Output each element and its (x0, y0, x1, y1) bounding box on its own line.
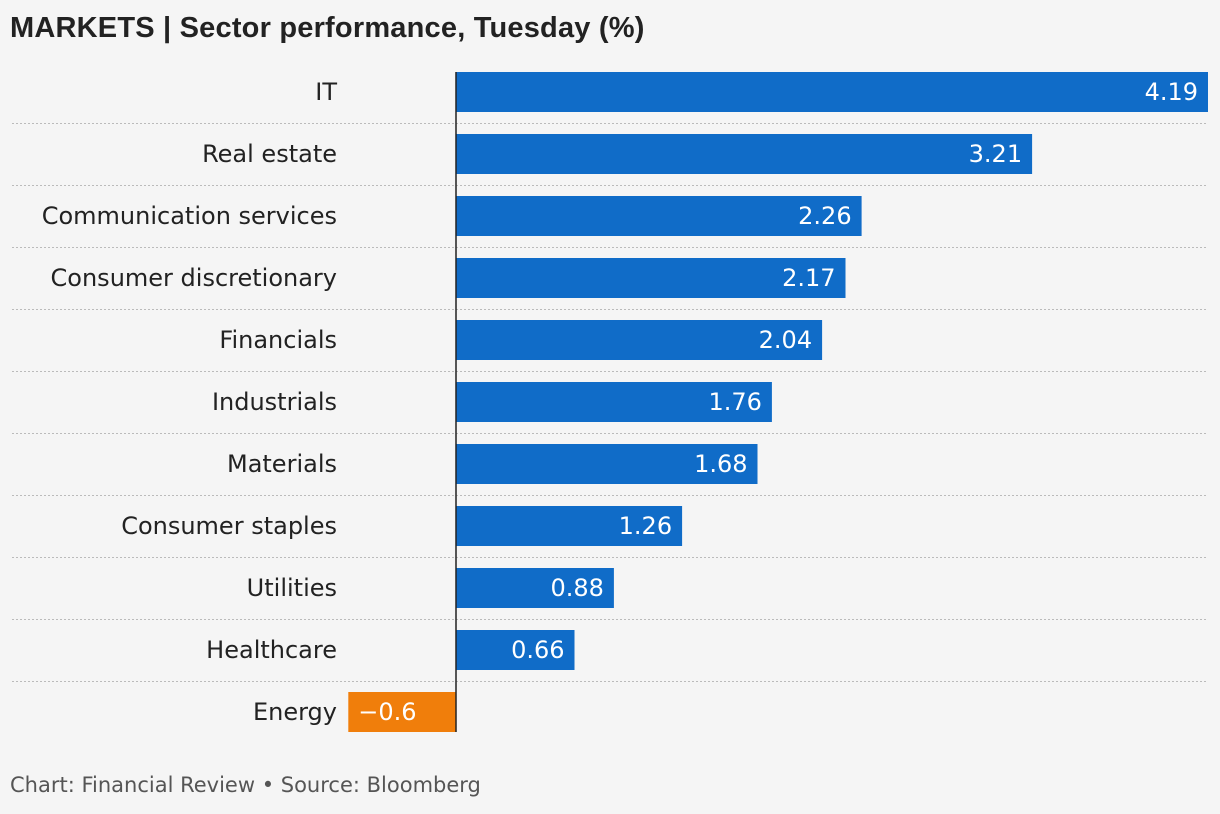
value-label: 2.26 (798, 202, 851, 230)
bar-utilities (456, 568, 614, 608)
bar-financials (456, 320, 823, 360)
chart-title: MARKETS | Sector performance, Tuesday (%… (10, 12, 645, 44)
value-label: −0.6 (358, 698, 416, 726)
value-label: 0.66 (511, 636, 564, 664)
bar-communication-services (456, 196, 862, 236)
category-label: Energy (253, 698, 337, 726)
category-label: Financials (219, 326, 337, 354)
category-label: Communication services (42, 202, 337, 230)
bar-industrials (456, 382, 772, 422)
value-label: 2.04 (759, 326, 812, 354)
value-label: 1.68 (694, 450, 747, 478)
bar-healthcare (456, 630, 575, 670)
bar-materials (456, 444, 758, 484)
bar-consumer-discretionary (456, 258, 846, 298)
bar-it (456, 72, 1208, 112)
value-label: 1.76 (708, 388, 761, 416)
value-label: 4.19 (1145, 78, 1198, 106)
category-label: IT (315, 78, 337, 106)
category-label: Utilities (247, 574, 337, 602)
value-label: 1.26 (619, 512, 672, 540)
category-label: Healthcare (206, 636, 337, 664)
bar-consumer-staples (456, 506, 683, 546)
row-separators (12, 123, 1208, 682)
value-labels-group: 4.19 3.21 2.26 2.17 2.04 1.76 1.68 1.26 0.88 0.66… (358, 78, 1198, 726)
category-label: Consumer discretionary (51, 264, 337, 292)
category-labels-group: IT Real estate Communication services Consu… (42, 78, 338, 726)
category-label: Materials (227, 450, 337, 478)
bar-energy (348, 692, 456, 732)
chart-source: Chart: Financial Review • Source: Bloomb… (10, 773, 481, 797)
category-label: Industrials (212, 388, 337, 416)
value-label: 0.88 (550, 574, 603, 602)
category-label: Consumer staples (121, 512, 337, 540)
value-label: 2.17 (782, 264, 835, 292)
value-label: 3.21 (969, 140, 1022, 168)
category-label: Real estate (202, 140, 337, 168)
bars-group (348, 72, 1208, 732)
bar-real-estate (456, 134, 1033, 174)
